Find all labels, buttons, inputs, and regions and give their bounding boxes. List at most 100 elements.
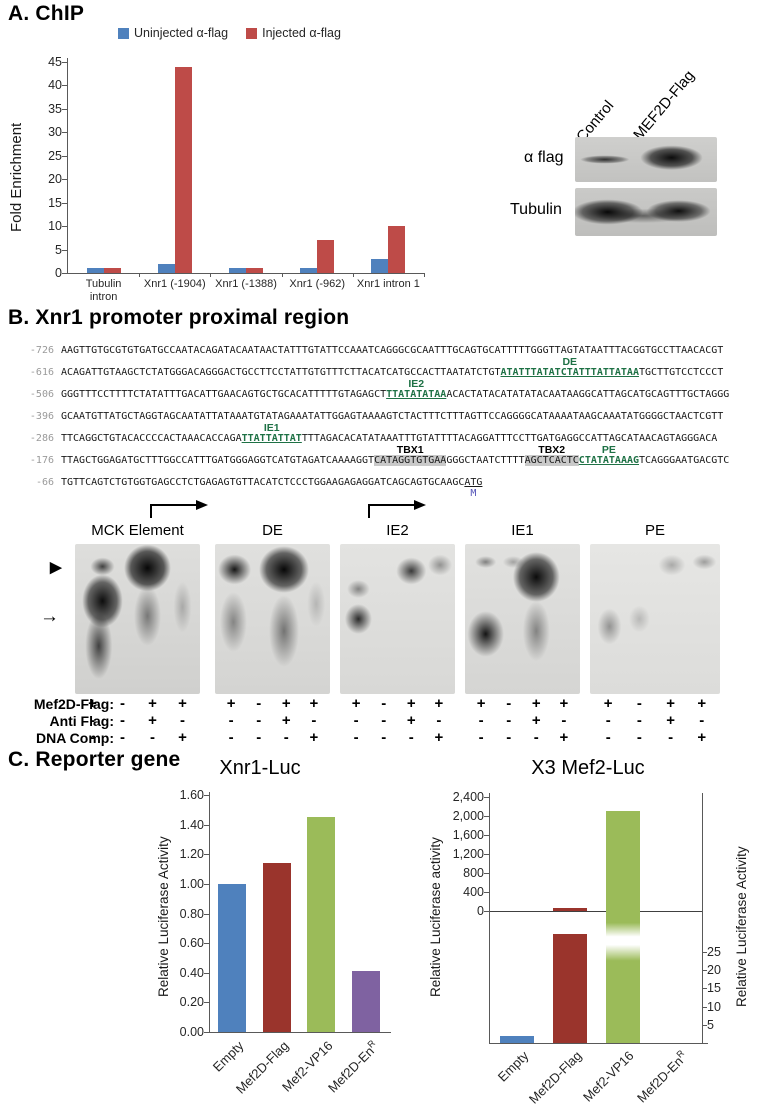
x3-right-tick-mark <box>702 970 707 972</box>
gel-image <box>75 544 200 694</box>
promoter-sequence: -726 AAGTTGTGCGTGTGATGCCAATACAGATACAATAAC… <box>8 340 756 499</box>
xnr1luc-y-tick-mark <box>204 883 209 885</box>
chip-y-tick-mark <box>62 249 67 251</box>
transcription-start-arrow <box>150 500 208 518</box>
lane-symbol: + <box>559 729 569 746</box>
lane-symbol: + <box>178 729 187 746</box>
chip-y-axis <box>67 58 68 274</box>
motif-pe: CTATATAAAG PE <box>578 444 640 466</box>
gel-panel-label: IE1 <box>511 522 534 539</box>
x3-mef2-luc-title: X3 Mef2-Luc <box>531 757 645 779</box>
lane-symbol: + <box>148 712 157 729</box>
chip-y-tick-label: 15 <box>48 195 62 210</box>
chip-bar <box>388 226 406 273</box>
motif-label: IE1 <box>263 422 280 434</box>
motif-label: TBX1 <box>396 444 424 456</box>
lane-symbol: - <box>408 729 414 746</box>
lane-symbol: + <box>406 712 416 729</box>
lane-symbol: - <box>353 712 359 729</box>
xnr1luc-y-tick-mark <box>204 913 209 915</box>
sequence-segment: AAGTTGTGCGTGTGATGCCAATACAGATACAATAACTATT… <box>61 345 724 356</box>
arrowhead-marker: ▶ <box>50 559 62 576</box>
chip-y-tick-label: 35 <box>48 101 62 116</box>
lane-symbol: - <box>636 712 642 729</box>
x-category-label: Mef2-VP16 <box>580 1048 638 1105</box>
sequence-segment: GGGTTTCCTTTTCTATATTTGACATTGAACAGTGCTGCAC… <box>61 389 387 400</box>
lane-symbol: + <box>88 695 97 712</box>
x3-right-tick-mark <box>702 988 707 990</box>
xnr1luc-y-tick-mark <box>204 824 209 826</box>
lane-symbol: - <box>381 695 387 712</box>
lane-symbol: + <box>434 729 444 746</box>
sequence-line: -616 ACAGATTGTAAGCTCTATGGGACAGGGACTGCCTTC… <box>8 357 756 384</box>
lane-symbol: - <box>90 729 95 746</box>
sequence-position: -176 <box>29 455 54 466</box>
xnr1luc-y-tick-mark <box>204 1002 209 1004</box>
lane-symbol: + <box>148 695 157 712</box>
gel-image <box>465 544 580 694</box>
x3-right-tick-label: 25 <box>707 945 721 959</box>
lane-symbol: + <box>226 695 236 712</box>
xnr1luc-bar <box>307 817 336 1032</box>
x3-left-tick-mark <box>484 797 489 798</box>
lane-symbol: - <box>228 729 234 746</box>
chip-category-label: Xnr1 (-1904) <box>143 278 206 290</box>
chip-y-tick-label: 40 <box>48 78 62 93</box>
lane-symbol: - <box>381 712 387 729</box>
gel-image <box>590 544 720 694</box>
lane-symbol: + <box>178 695 187 712</box>
sequence-position: -616 <box>29 367 54 378</box>
motif-tbx2: AGCTCACTC TBX2 <box>524 444 579 466</box>
x3-right-axis-title: Relative Luciferase Activity <box>734 846 749 1008</box>
chip-category-label: Tubulin intron <box>85 278 122 303</box>
chip-y-tick-mark <box>62 202 67 204</box>
panel-b-heading: B. Xnr1 promoter proximal region <box>8 306 350 329</box>
x3-left-tick-label: 1,200 <box>452 847 484 861</box>
x3-left-tick-mark <box>484 854 489 855</box>
chip-y-tick-mark <box>62 226 67 228</box>
lane-symbol: - <box>120 695 125 712</box>
sequence-line: -66 TGTTCAGTCTGTGGTGAGCCTCTGAGAGTGTTACATC… <box>8 472 756 499</box>
chip-bar <box>317 240 335 273</box>
x3-left-tick-mark <box>484 816 489 817</box>
lane-symbol: + <box>603 695 613 712</box>
chip-bar <box>371 258 389 273</box>
lane-symbol: - <box>311 712 317 729</box>
lane-symbol: + <box>281 695 291 712</box>
xnr1luc-y-tick-mark <box>204 943 209 945</box>
sequence-segment: TGTTCAGTCTGTGGTGAGCCTCTGAGAGTGTTACATCTCC… <box>61 477 465 488</box>
xnr1luc-y-tick-label: 1.60 <box>179 788 204 802</box>
western-col-label-mef2d-flag: MEF2D-Flag <box>630 67 698 144</box>
x3-right-tick-mark <box>702 1006 707 1008</box>
western-blot-aflag-image <box>575 137 717 182</box>
chip-x-tick-mark <box>281 273 283 277</box>
xnr1luc-y-tick-label: 0.60 <box>179 936 204 951</box>
western-row-label-aflag: α flag <box>524 149 564 166</box>
sequence-segment: TTAGCTGGAGATGCTTTGGCCATTTGATGGGAGGTCATGT… <box>61 455 375 466</box>
chip-y-tick-mark <box>62 273 67 274</box>
panel-c-heading: C. Reporter gene <box>8 748 181 771</box>
arrow-marker: → <box>40 606 59 627</box>
sequence-line: -286 TTCAGGCTGTACACCCCACTAAACACCAGATTATTA… <box>8 423 756 450</box>
motif-ie2: TTATATATAA IE2 <box>386 378 447 400</box>
x3-left-tick-mark <box>484 911 489 912</box>
xnr1luc-y-axis <box>209 792 210 1033</box>
chip-bar <box>157 263 175 273</box>
chip-x-tick-mark <box>210 273 212 277</box>
lane-symbol: - <box>605 729 611 746</box>
xnr1luc-y-tick-label: 1.20 <box>179 847 204 862</box>
chip-y-tick-mark <box>62 108 67 110</box>
x3-left-tick-mark <box>484 835 489 836</box>
lane-symbol: - <box>533 729 539 746</box>
x3-left-tick-label: 800 <box>463 866 484 880</box>
chip-y-tick-mark <box>62 132 67 134</box>
xnr1-luc-title: Xnr1-Luc <box>219 757 301 779</box>
lane-symbol: + <box>309 695 319 712</box>
x3-right-tick-label: 10 <box>707 999 721 1014</box>
motif-label: IE2 <box>408 378 425 390</box>
lane-symbol: - <box>120 712 125 729</box>
xnr1luc-bar <box>218 883 247 1032</box>
lane-symbol: - <box>478 729 484 746</box>
lane-symbol: - <box>436 712 442 729</box>
x3-bar-secondary <box>499 1035 534 1043</box>
